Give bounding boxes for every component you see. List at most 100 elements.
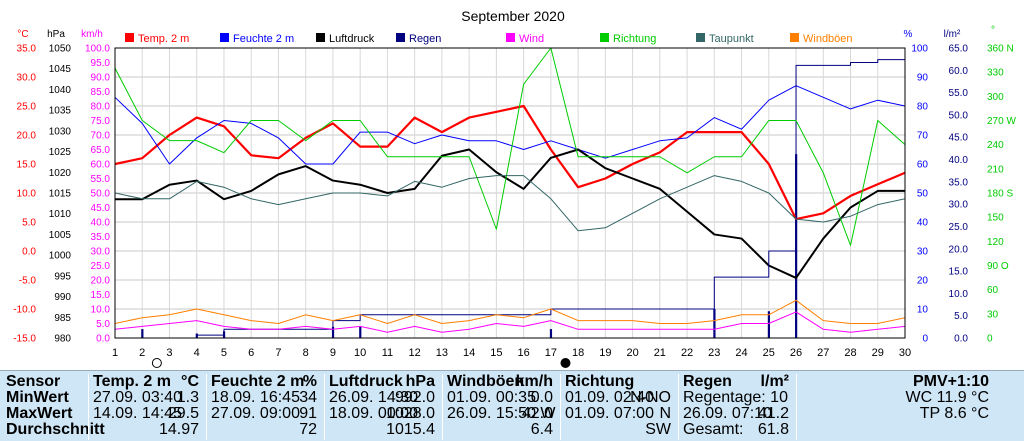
x-tick-label: 21 xyxy=(654,347,666,359)
plot-frame xyxy=(114,47,906,339)
stats-rain-unit: l/m² xyxy=(760,373,789,390)
axes: 1 2 3 4 5 6 7 8 9 10 11 12 13 14 15 16 17 18 19 20 21 22 23 24 2… xyxy=(13,44,1016,360)
wind-tick-label: 90.0 xyxy=(91,73,111,84)
temp-tick-label: 5.0 xyxy=(22,218,36,229)
pressure-tick-label: 1045 xyxy=(49,64,72,75)
x-tick-label: 16 xyxy=(517,347,529,359)
stats-dir-min-time: 01.09. 02:40 xyxy=(565,389,654,406)
legend-swatch xyxy=(125,33,134,42)
stats-rain-max-value: 41.2 xyxy=(757,405,789,422)
stats-gust-unit: km/h xyxy=(515,373,553,390)
x-tick-label: 20 xyxy=(626,347,638,359)
wind-tick-label: 5.0 xyxy=(96,319,110,330)
stats-dir-head: Richtung xyxy=(565,373,635,390)
series-line xyxy=(114,175,906,232)
x-tick-label: 25 xyxy=(763,347,775,359)
rain-bar xyxy=(141,329,144,338)
stats-dir-max-time: 01.09. 07:00 xyxy=(565,405,654,422)
legend-label: Windböen xyxy=(803,33,853,45)
wind-tick-label: 75.0 xyxy=(91,116,111,127)
temp-tick-label: 10.0 xyxy=(17,189,37,200)
stats-temp-avg: 14.97 xyxy=(158,421,199,438)
series-line xyxy=(114,299,906,324)
humidity-tick-label: 40 xyxy=(917,218,929,229)
stats-humid-min-time: 18.09. 16:45 xyxy=(211,389,300,406)
direction-tick-label: 150 xyxy=(987,213,1004,224)
direction-tick-label: 90 O xyxy=(987,261,1009,272)
temp-tick-label: 0.0 xyxy=(22,247,36,258)
pressure-tick-label: 1015 xyxy=(49,189,72,200)
humidity-tick-label: 90 xyxy=(917,73,929,84)
rain-tick-label: 30.0 xyxy=(949,200,969,211)
humidity-tick-label: 70 xyxy=(917,131,929,142)
x-tick-label: 17 xyxy=(545,347,557,359)
x-tick-label: 26 xyxy=(790,347,802,359)
direction-tick-label: 270 W xyxy=(987,116,1016,127)
stats-rain-head: Regen xyxy=(683,373,732,390)
stats-pmv-head: PMV+1:10 xyxy=(912,373,989,390)
x-tick-label: 30 xyxy=(899,347,911,359)
direction-tick-label: 330 xyxy=(987,68,1004,79)
pressure-tick-label: 1025 xyxy=(49,147,72,158)
series-line xyxy=(114,311,906,333)
direction-axis-unit: ° xyxy=(991,25,995,36)
rain-tick-label: 10.0 xyxy=(949,289,969,300)
rain-bar xyxy=(549,329,553,338)
wind-tick-label: 70.0 xyxy=(91,131,111,142)
wind-tick-label: 85.0 xyxy=(91,87,111,98)
legend-label: Feuchte 2 m xyxy=(233,33,294,45)
wind-tick-label: 50.0 xyxy=(91,189,111,200)
legend-label: Luftdruck xyxy=(329,33,375,45)
x-tick-label: 29 xyxy=(872,347,884,359)
stats-pressure-column: Luftdruck hPa 26.09. 14:30 992.0 18.09. 00… xyxy=(324,374,439,440)
chart-title: September 2020 xyxy=(461,8,565,24)
temp-axis-unit: °C xyxy=(17,29,28,40)
stats-humid-max-time: 27.09. 09:00 xyxy=(211,405,300,422)
wind-tick-label: 35.0 xyxy=(91,232,111,243)
rain-tick-label: 25.0 xyxy=(949,222,969,233)
humidity-axis-unit: % xyxy=(904,29,913,40)
legend-swatch xyxy=(600,33,609,42)
legend: Temp. 2 m Feuchte 2 m Luftdruck Regen Wind Ri… xyxy=(125,33,853,45)
stats-press-min-value: 992.0 xyxy=(394,389,435,406)
direction-tick-label: 180 S xyxy=(987,189,1013,200)
wind-tick-label: 20.0 xyxy=(91,276,111,287)
moon-phases xyxy=(151,358,571,368)
stats-min-label: MinWert xyxy=(6,389,69,406)
temp-tick-label: 15.0 xyxy=(17,160,37,171)
humidity-tick-label: 10 xyxy=(917,305,929,316)
wind-tick-label: 80.0 xyxy=(91,102,111,113)
rain-tick-label: 5.0 xyxy=(954,311,968,322)
pressure-tick-label: 1005 xyxy=(49,230,72,241)
stats-press-avg: 1015.4 xyxy=(386,421,435,438)
x-tick-label: 18 xyxy=(572,347,584,359)
stats-temp-min-time: 27.09. 03:40 xyxy=(93,389,182,406)
humidity-tick-label: 100 xyxy=(911,44,928,55)
legend-swatch xyxy=(506,33,515,42)
stats-humid-unit: % xyxy=(302,373,317,390)
stats-temp-max-time: 14.09. 14:45 xyxy=(93,405,182,422)
rain-tick-label: 0.0 xyxy=(954,334,968,345)
x-tick-label: 1 xyxy=(112,347,118,359)
rain-bar xyxy=(767,311,770,338)
legend-label: Regen xyxy=(409,33,441,45)
stats-gust-max-time: 26.09. 15:50 W xyxy=(447,405,556,422)
x-tick-label: 12 xyxy=(409,347,421,359)
rain-bar xyxy=(713,309,716,338)
wind-tick-label: 15.0 xyxy=(91,290,111,301)
direction-tick-label: 360 N xyxy=(987,44,1014,55)
wind-tick-label: 30.0 xyxy=(91,247,111,258)
humidity-tick-label: 50 xyxy=(917,189,929,200)
stats-press-max-time: 18.09. 00:00 xyxy=(329,405,418,422)
legend-swatch xyxy=(790,33,799,42)
wind-tick-label: 100.0 xyxy=(85,44,110,55)
stats-pmv-tp: TP 8.6 °C xyxy=(919,405,989,422)
temp-tick-label: -5.0 xyxy=(19,276,37,287)
humidity-tick-label: 20 xyxy=(917,276,929,287)
series-line xyxy=(115,148,905,279)
temp-tick-label: -15.0 xyxy=(13,334,36,345)
x-tick-label: 19 xyxy=(599,347,611,359)
direction-tick-label: 240 xyxy=(987,140,1004,151)
wind-tick-label: 0.0 xyxy=(96,334,110,345)
pressure-tick-label: 1020 xyxy=(49,168,72,179)
